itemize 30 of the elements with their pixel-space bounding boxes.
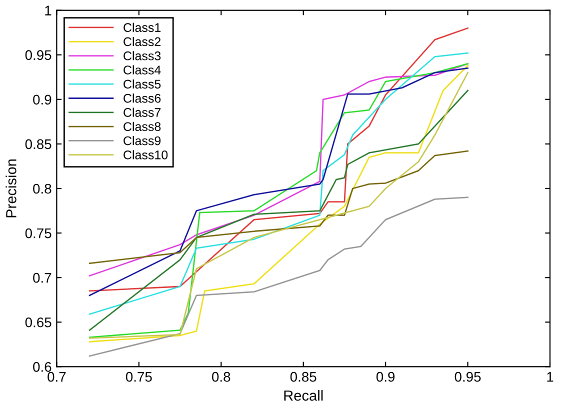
x-tick-label: 0.9 bbox=[376, 372, 395, 382]
x-axis-title: Recall bbox=[284, 390, 323, 401]
legend-label: Class3 bbox=[124, 51, 161, 60]
legend-label: Class5 bbox=[124, 79, 161, 89]
legend-label: Class6 bbox=[124, 94, 161, 103]
line-series bbox=[88, 150, 468, 264]
y-tick-label: 0.6 bbox=[33, 362, 52, 372]
y-tick-label: 0.8 bbox=[33, 184, 52, 194]
x-tick-label: 0.85 bbox=[290, 372, 316, 382]
legend-label: Class2 bbox=[124, 36, 161, 46]
legend-label: Class9 bbox=[124, 136, 161, 146]
y-tick-label: 0.65 bbox=[25, 317, 52, 328]
legend-label: Class1 bbox=[124, 22, 161, 32]
y-axis-title: Precision bbox=[6, 159, 16, 218]
legend-label: Class4 bbox=[124, 65, 161, 74]
x-tick-label: 0.8 bbox=[212, 372, 230, 382]
x-tick-label: 1 bbox=[547, 372, 554, 382]
x-tick-label: 0.7 bbox=[48, 372, 66, 382]
x-tick-label: 0.95 bbox=[454, 372, 481, 382]
legend-label: Class7 bbox=[124, 108, 161, 117]
y-tick-label: 1 bbox=[45, 6, 52, 16]
y-tick-label: 0.7 bbox=[33, 272, 52, 283]
legend-label: Class8 bbox=[124, 122, 161, 132]
line-series bbox=[88, 196, 468, 357]
y-tick-label: 0.85 bbox=[25, 139, 52, 150]
y-tick-label: 0.95 bbox=[25, 50, 52, 60]
legend-label: Class10 bbox=[124, 150, 168, 160]
y-tick-label: 0.9 bbox=[33, 94, 52, 105]
x-tick-label: 0.75 bbox=[126, 372, 152, 382]
y-tick-label: 0.75 bbox=[25, 228, 52, 238]
